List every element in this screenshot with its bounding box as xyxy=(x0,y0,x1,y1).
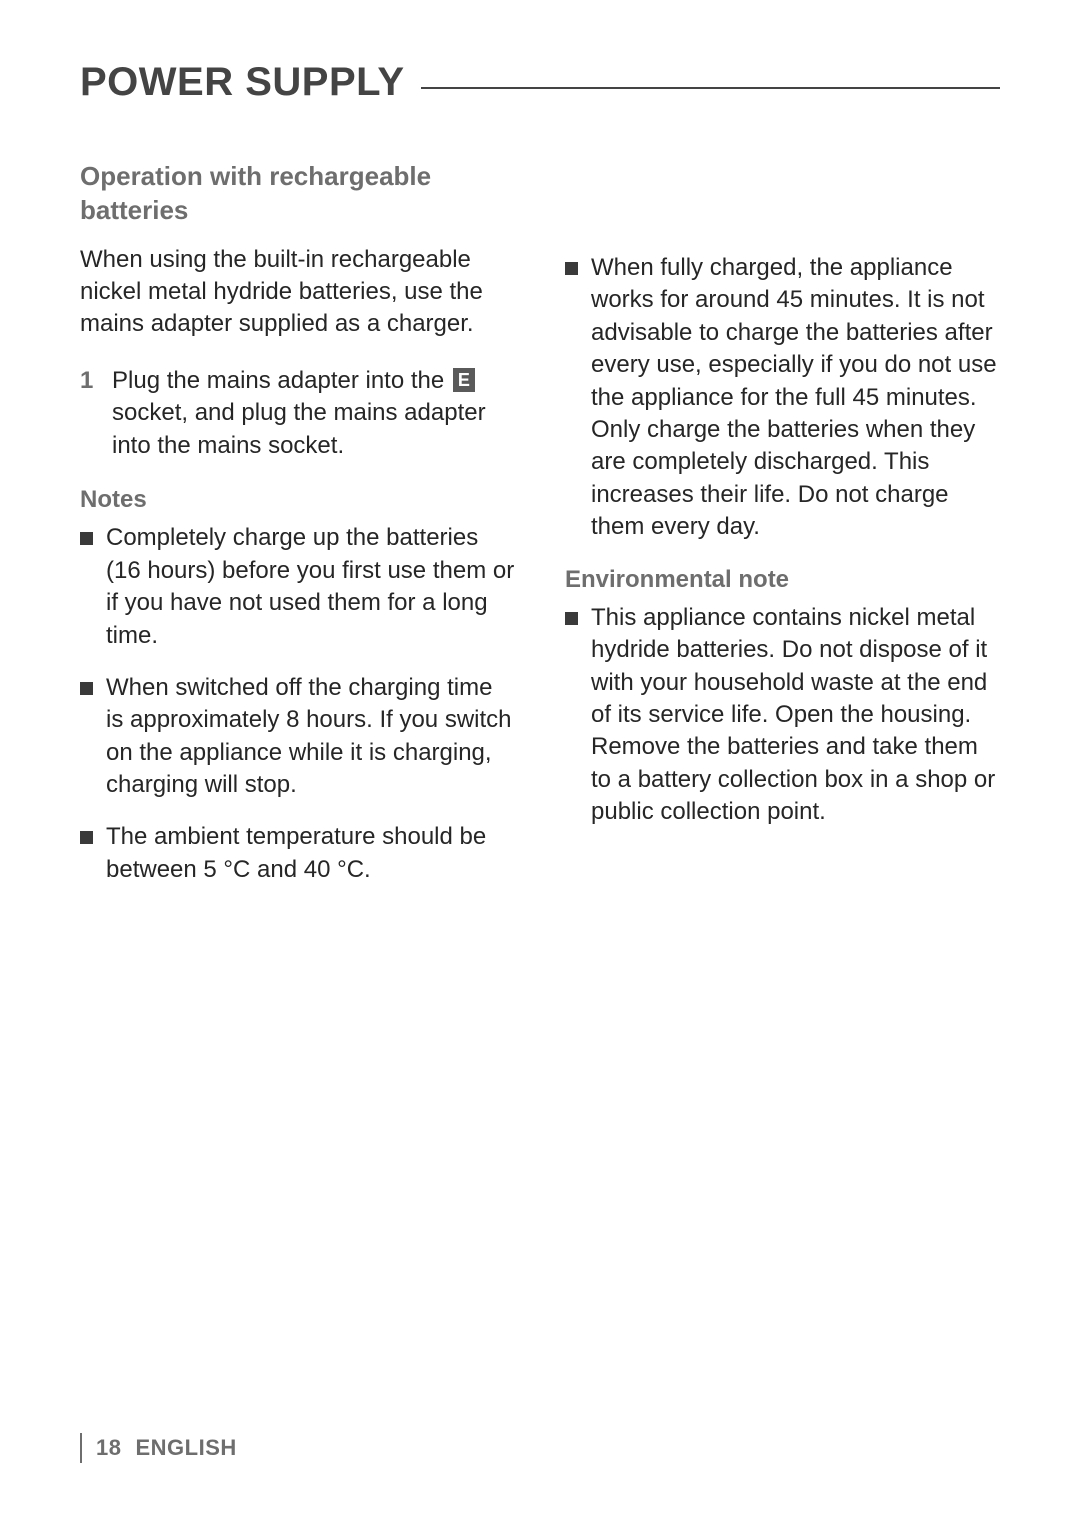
column-right: When fully charged, the appliance works … xyxy=(565,160,1000,906)
section-heading-operation: Operation with rechargeable batteries xyxy=(80,160,515,228)
intro-paragraph: When using the built-in rechargeable nic… xyxy=(80,244,515,341)
socket-e-icon: E xyxy=(453,368,475,392)
notes-list-left: Completely charge up the batteries (16 h… xyxy=(80,522,515,886)
environmental-note: This appliance contains nickel metal hyd… xyxy=(565,602,1000,829)
content-columns: Operation with rechargeable batteries Wh… xyxy=(80,160,1000,906)
environmental-heading: Environmental note xyxy=(565,564,1000,596)
step-1-text-after: socket, and plug the mains adapter into … xyxy=(112,399,486,458)
column-left: Operation with rechargeable batteries Wh… xyxy=(80,160,515,906)
notes-heading: Notes xyxy=(80,484,515,516)
page-footer: 18 ENGLISH xyxy=(80,1433,237,1463)
note-item-3: The ambient temperature should be betwee… xyxy=(80,821,515,886)
page-title-row: POWER SUPPLY xyxy=(80,60,1000,105)
title-rule xyxy=(421,87,1000,89)
page-number: 18 xyxy=(96,1435,121,1461)
step-1-text-before: Plug the mains adapter into the xyxy=(112,367,451,394)
step-1-text: Plug the mains adapter into the E socket… xyxy=(112,365,515,462)
note-item-2: When switched off the charging time is a… xyxy=(80,672,515,802)
page-title: POWER SUPPLY xyxy=(80,60,405,105)
step-1: 1 Plug the mains adapter into the E sock… xyxy=(80,365,515,462)
notes-list-right: When fully charged, the appliance works … xyxy=(565,252,1000,544)
environmental-list: This appliance contains nickel metal hyd… xyxy=(565,602,1000,829)
note-item-4: When fully charged, the appliance works … xyxy=(565,252,1000,544)
language-label: ENGLISH xyxy=(135,1435,236,1461)
note-item-1: Completely charge up the batteries (16 h… xyxy=(80,522,515,652)
step-1-number: 1 xyxy=(80,365,98,462)
numbered-list: 1 Plug the mains adapter into the E sock… xyxy=(80,365,515,462)
footer-divider xyxy=(80,1433,82,1463)
